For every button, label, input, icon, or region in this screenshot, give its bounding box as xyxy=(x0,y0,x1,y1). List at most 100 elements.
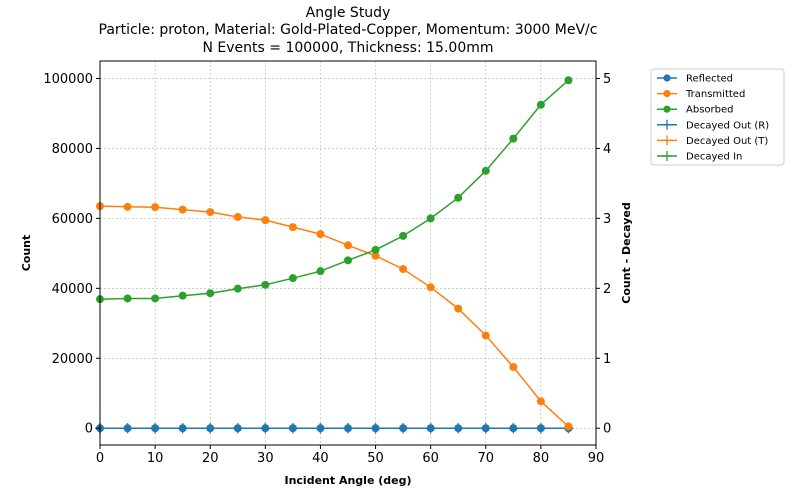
right-axis-ticks: 0 1 2 3 4 5 xyxy=(596,72,611,437)
series-line-absorbed xyxy=(99,79,569,300)
data-point xyxy=(233,424,242,433)
data-point xyxy=(233,212,242,221)
data-point xyxy=(399,424,408,433)
x-tick-label: 80 xyxy=(533,451,550,466)
data-point xyxy=(481,331,490,340)
data-point xyxy=(536,424,545,433)
x-tick-label: 30 xyxy=(257,451,274,466)
data-point xyxy=(509,134,518,143)
legend-marker xyxy=(662,151,672,161)
data-point xyxy=(316,267,325,276)
y-axis-label: Count xyxy=(20,235,33,272)
legend-entry: Decayed Out (R) xyxy=(657,119,769,131)
legend-label: Decayed In xyxy=(686,152,742,163)
x-tick-label: 60 xyxy=(422,451,439,466)
data-point xyxy=(206,289,215,298)
y-tick-label: 60000 xyxy=(52,212,93,227)
x-tick-label: 0 xyxy=(96,451,104,466)
grid-lines xyxy=(99,61,597,445)
x-tick-label: 90 xyxy=(588,451,605,466)
series-absorbed xyxy=(96,76,573,304)
series-line-transmitted xyxy=(99,205,569,428)
data-point xyxy=(426,283,435,292)
data-point xyxy=(316,424,325,433)
x-tick-label: 70 xyxy=(478,451,495,466)
chart-subtitle-line-1: Particle: proton, Material: Gold-Plated-… xyxy=(99,22,598,38)
legend-label: Decayed Out (T) xyxy=(686,136,768,147)
y-tick-label: 100000 xyxy=(43,72,93,87)
data-point xyxy=(399,265,408,274)
data-point xyxy=(288,424,297,433)
data-point xyxy=(509,363,518,372)
data-point xyxy=(123,424,132,433)
data-point xyxy=(178,291,187,300)
legend-entry: Reflected xyxy=(657,74,733,85)
data-point xyxy=(261,424,270,433)
y-tick-label: 0 xyxy=(85,422,93,437)
legend-marker xyxy=(662,135,672,146)
legend-marker xyxy=(662,119,672,130)
data-point xyxy=(123,294,132,303)
series-layer xyxy=(95,76,574,434)
data-point xyxy=(344,241,352,250)
legend-label: Absorbed xyxy=(686,105,733,116)
legend: Reflected Transmitted Absorbed Decayed Out … xyxy=(650,68,785,166)
legend-label: Reflected xyxy=(686,74,733,85)
data-point xyxy=(233,284,242,293)
legend-label: Decayed Out (R) xyxy=(686,120,769,131)
right-axis-tick-label: 4 xyxy=(603,142,611,157)
right-axis-label: Count - Decayed xyxy=(620,202,633,303)
data-point xyxy=(399,231,408,240)
data-point xyxy=(371,424,380,433)
data-point xyxy=(178,205,187,214)
data-point xyxy=(536,397,545,406)
data-point xyxy=(316,230,325,239)
data-point xyxy=(564,422,573,431)
legend-marker xyxy=(663,90,671,98)
right-axis-tick-label: 5 xyxy=(603,72,611,87)
legend-entry: Absorbed xyxy=(657,105,733,116)
series-reflected xyxy=(96,424,573,433)
plot-frame xyxy=(99,60,597,446)
data-point xyxy=(151,424,160,433)
data-point xyxy=(536,100,545,109)
series-transmitted xyxy=(96,202,573,431)
data-point xyxy=(288,274,297,283)
legend-box xyxy=(650,68,785,166)
x-axis-label: Incident Angle (deg) xyxy=(284,474,411,487)
legend-entry: Decayed In xyxy=(657,151,742,163)
right-axis-tick-label: 0 xyxy=(603,422,611,437)
legend-marker xyxy=(663,105,671,113)
x-tick-label: 20 xyxy=(202,451,219,466)
data-point xyxy=(261,216,270,225)
data-point xyxy=(454,424,463,433)
legend-entry: Decayed Out (T) xyxy=(657,135,768,147)
x-axis-ticks: 0 10 20 30 40 50 60 70 80 90 xyxy=(96,445,604,466)
y-tick-label: 20000 xyxy=(52,352,93,367)
data-point xyxy=(344,424,352,433)
x-tick-label: 10 xyxy=(147,451,164,466)
data-point xyxy=(206,208,215,217)
x-tick-label: 50 xyxy=(367,451,384,466)
right-axis-tick-label: 1 xyxy=(603,352,611,367)
data-point xyxy=(178,424,187,433)
chart-subtitle-line-2: N Events = 100000, Thickness: 15.00mm xyxy=(202,40,493,56)
right-axis-tick-label: 2 xyxy=(603,282,611,297)
legend-label: Transmitted xyxy=(685,89,745,100)
data-point xyxy=(151,294,160,303)
data-point xyxy=(206,424,215,433)
data-point xyxy=(344,256,352,265)
right-axis-tick-label: 3 xyxy=(603,212,611,227)
data-point xyxy=(151,203,160,212)
data-point xyxy=(481,424,490,433)
data-point xyxy=(426,424,435,433)
data-point xyxy=(371,245,380,254)
chart-title: Angle Study xyxy=(306,5,391,21)
y-tick-label: 40000 xyxy=(52,282,93,297)
data-point xyxy=(123,202,132,211)
data-point xyxy=(426,214,435,223)
legend-entry: Transmitted xyxy=(657,89,745,100)
y-tick-label: 80000 xyxy=(52,142,93,157)
data-point xyxy=(261,280,270,289)
